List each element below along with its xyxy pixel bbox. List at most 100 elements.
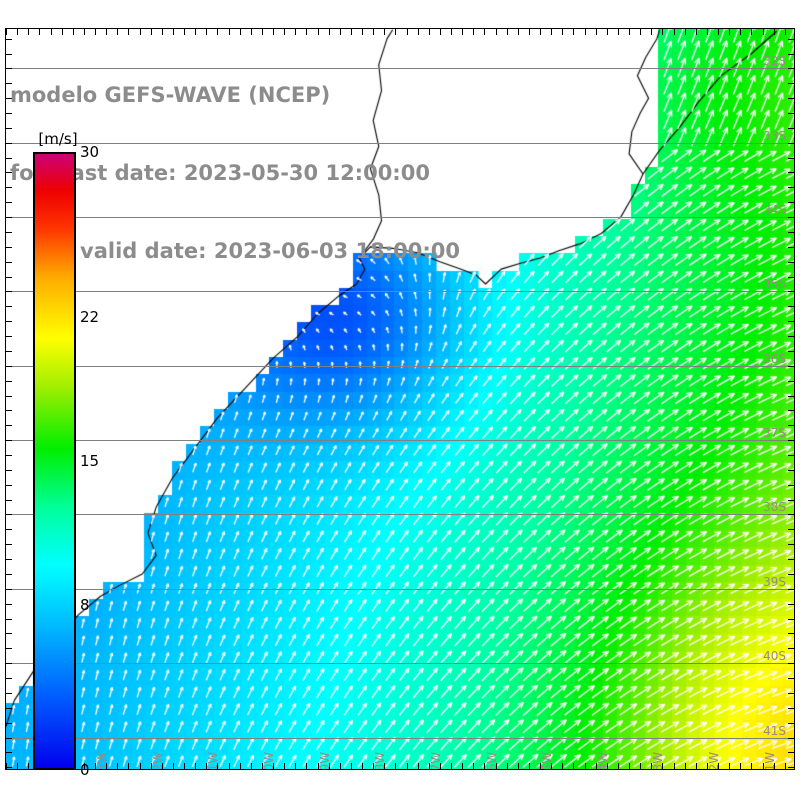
longitude-label: 63W bbox=[95, 751, 110, 770]
axis-tick bbox=[788, 128, 794, 129]
axis-tick bbox=[151, 763, 152, 769]
axis-tick bbox=[6, 68, 12, 69]
axis-tick bbox=[306, 29, 307, 35]
axis-tick bbox=[217, 29, 218, 35]
axis-tick bbox=[229, 763, 230, 769]
axis-tick bbox=[707, 763, 708, 769]
gridline-parallel bbox=[6, 514, 794, 515]
longitude-label: 60W bbox=[262, 751, 277, 770]
grid-layer bbox=[6, 29, 794, 769]
axis-tick bbox=[6, 723, 12, 724]
axis-tick bbox=[6, 202, 12, 203]
axis-tick bbox=[39, 29, 40, 35]
axis-tick bbox=[788, 54, 794, 55]
axis-tick bbox=[788, 306, 794, 307]
axis-tick bbox=[788, 440, 794, 441]
axis-tick bbox=[140, 29, 141, 35]
axis-tick bbox=[384, 29, 385, 35]
axis-tick bbox=[6, 663, 12, 664]
axis-tick bbox=[6, 500, 12, 501]
axis-tick bbox=[788, 723, 794, 724]
axis-tick bbox=[195, 29, 196, 35]
gridline-parallel bbox=[6, 217, 794, 218]
axis-tick bbox=[788, 158, 794, 159]
gridline-parallel bbox=[6, 738, 794, 739]
latitude-label: 36S bbox=[763, 351, 786, 366]
axis-tick bbox=[6, 648, 12, 649]
axis-tick bbox=[73, 29, 74, 35]
axis-tick bbox=[173, 29, 174, 35]
axis-tick bbox=[674, 763, 675, 769]
axis-tick bbox=[6, 187, 12, 188]
axis-tick bbox=[585, 763, 586, 769]
axis-tick bbox=[340, 763, 341, 769]
axis-tick bbox=[418, 763, 419, 769]
axis-tick bbox=[788, 410, 794, 411]
axis-tick bbox=[106, 763, 107, 769]
axis-tick bbox=[6, 678, 12, 679]
axis-tick bbox=[788, 425, 794, 426]
axis-tick bbox=[28, 29, 29, 35]
axis-tick bbox=[451, 763, 452, 769]
title-line-valid-date: valid date: 2023-06-03 18:00:00 bbox=[80, 239, 460, 263]
axis-tick bbox=[788, 321, 794, 322]
axis-tick bbox=[788, 589, 794, 590]
axis-tick bbox=[162, 29, 163, 35]
axis-tick bbox=[84, 763, 85, 769]
axis-tick bbox=[788, 113, 794, 114]
latitude-label: 33S bbox=[763, 128, 786, 143]
axis-tick bbox=[217, 763, 218, 769]
axis-tick bbox=[284, 29, 285, 35]
axis-tick bbox=[788, 381, 794, 382]
axis-tick bbox=[585, 29, 586, 35]
colorbar[interactable] bbox=[33, 152, 76, 770]
axis-tick bbox=[117, 763, 118, 769]
axis-tick bbox=[95, 29, 96, 35]
axis-tick bbox=[629, 29, 630, 35]
axis-tick bbox=[788, 738, 794, 739]
latitude-label: 32S bbox=[763, 54, 786, 69]
colorbar-gradient bbox=[33, 152, 76, 770]
axis-tick bbox=[6, 262, 12, 263]
axis-tick bbox=[95, 763, 96, 769]
axis-tick bbox=[788, 217, 794, 218]
axis-tick bbox=[440, 29, 441, 35]
axis-tick bbox=[6, 440, 12, 441]
axis-tick bbox=[351, 763, 352, 769]
axis-tick bbox=[6, 589, 12, 590]
axis-tick bbox=[6, 98, 12, 99]
axis-tick bbox=[6, 83, 12, 84]
axis-tick bbox=[640, 763, 641, 769]
longitude-label: 53W bbox=[651, 751, 666, 770]
axis-tick bbox=[788, 544, 794, 545]
axis-tick bbox=[788, 678, 794, 679]
axis-tick bbox=[788, 39, 794, 40]
axis-tick bbox=[6, 425, 12, 426]
axis-tick bbox=[6, 336, 12, 337]
axis-tick bbox=[763, 763, 764, 769]
axis-tick bbox=[562, 29, 563, 35]
axis-tick bbox=[151, 29, 152, 35]
axis-tick bbox=[128, 29, 129, 35]
axis-tick bbox=[6, 232, 12, 233]
axis-tick bbox=[788, 663, 794, 664]
axis-tick bbox=[6, 172, 12, 173]
axis-tick bbox=[788, 559, 794, 560]
axis-tick bbox=[573, 763, 574, 769]
axis-tick bbox=[6, 217, 12, 218]
axis-tick bbox=[788, 648, 794, 649]
axis-tick bbox=[640, 29, 641, 35]
axis-tick bbox=[629, 763, 630, 769]
axis-tick bbox=[6, 470, 12, 471]
map-plot-area[interactable]: 32S33S34S35S36S37S38S39S40S41S64W63W62W6… bbox=[5, 28, 795, 770]
axis-tick bbox=[62, 29, 63, 35]
axis-tick bbox=[6, 113, 12, 114]
axis-tick bbox=[788, 619, 794, 620]
axis-tick bbox=[84, 29, 85, 35]
title-line-model: modelo GEFS-WAVE (NCEP) bbox=[10, 83, 331, 107]
axis-tick bbox=[206, 763, 207, 769]
axis-tick bbox=[6, 291, 12, 292]
axis-tick bbox=[173, 763, 174, 769]
axis-tick bbox=[788, 485, 794, 486]
